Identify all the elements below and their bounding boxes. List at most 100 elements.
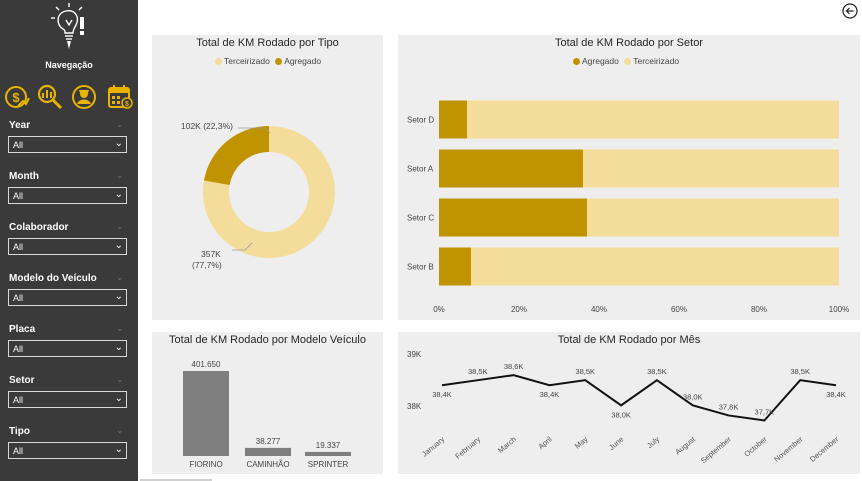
donut-slice-agregado[interactable] [204, 126, 269, 186]
driver-icon[interactable] [71, 84, 97, 110]
km-by-model-title: Total de KM Rodado por Modelo Veículo [169, 334, 366, 346]
data-label-terceirizado-pct: (77,7%) [192, 260, 222, 270]
filter-dropdown[interactable]: All ⌄ [8, 289, 127, 306]
filter-label: Colaborador [9, 222, 69, 233]
dropdown-arrow-icon: ⌄ [114, 393, 123, 404]
legend-agregado: Agregado [284, 56, 322, 66]
km-by-sector-legend: Agregado Terceirizado [570, 56, 679, 66]
data-label: 38,4K [540, 390, 560, 399]
x-tick-label: 40% [591, 305, 607, 314]
donut-slice-terceirizado[interactable] [203, 126, 335, 258]
bar-terceirizado-setor-d[interactable] [467, 100, 839, 139]
km-by-month-title: Total de KM Rodado por Mês [557, 334, 701, 346]
filter-label: Setor [9, 375, 35, 386]
data-label: 38,5K [468, 367, 488, 376]
y-tick-label: 39K [407, 350, 422, 359]
collapse-chevron-icon[interactable]: ⌄ [116, 374, 124, 384]
data-label: 19.337 [316, 441, 341, 450]
x-tick-label: July [645, 434, 661, 450]
x-tick-label: September [699, 434, 733, 465]
collapse-chevron-icon[interactable]: ⌄ [116, 170, 124, 180]
filter-dropdown[interactable]: All ⌄ [8, 442, 127, 459]
km-by-month-panel: Total de KM Rodado por Mês 39K 38K 38,4K Ja… [398, 332, 860, 474]
collapse-chevron-icon[interactable]: ⌄ [116, 323, 124, 333]
data-label: 38,0K [611, 410, 631, 419]
x-tick-label: 60% [671, 305, 687, 314]
filter-dropdown[interactable]: All ⌄ [8, 391, 127, 408]
filter-value: All [13, 293, 24, 303]
label-leader-line [232, 242, 253, 251]
bar-agregado-setor-b[interactable] [439, 247, 471, 286]
km-by-type-donut-chart: 102K (22,3%) 357K(77,7%) [181, 121, 335, 270]
bar-agregado-setor-a[interactable] [439, 149, 583, 188]
finance-icon[interactable]: $ [4, 84, 30, 110]
analytics-icon[interactable] [37, 84, 63, 110]
x-tick-label: June [607, 435, 625, 452]
filter-value: All [13, 395, 24, 405]
data-label: 38.277 [256, 437, 281, 446]
filter-value: All [13, 446, 24, 456]
x-tick-label: 80% [751, 305, 767, 314]
km-by-model-bar-chart: 401.650 FIORINO 38.277 CAMINHÃO 19.337 SPRINT… [183, 360, 351, 469]
sidebar: Navegação $ $ Year ⌄ All ⌄ Month ⌄ All ⌄ Colabor… [0, 0, 138, 481]
bar-agregado-setor-c[interactable] [439, 198, 587, 237]
legend-terceirizado: Terceirizado [633, 56, 680, 66]
filter-dropdown[interactable]: All ⌄ [8, 238, 127, 255]
legend-agregado: Agregado [582, 56, 619, 66]
x-tick-label: August [673, 434, 697, 456]
x-tick-label: November [772, 434, 805, 463]
label-leader-line [238, 127, 271, 134]
dropdown-arrow-icon: ⌄ [114, 444, 123, 455]
x-tick-label: October [742, 434, 769, 458]
collapse-chevron-icon[interactable]: ⌄ [116, 272, 124, 282]
svg-text:$: $ [12, 90, 20, 105]
km-line-series[interactable] [441, 374, 837, 422]
filter-label: Year [9, 120, 31, 131]
filter-value: All [13, 140, 24, 150]
bar-sprinter[interactable] [305, 451, 351, 456]
filter-value: All [13, 242, 24, 252]
bar-agregado-setor-d[interactable] [439, 100, 467, 139]
y-tick-label: 38K [407, 402, 422, 411]
x-tick-label: 20% [511, 305, 527, 314]
filter-dropdown[interactable]: All ⌄ [8, 187, 127, 204]
filter-dropdown[interactable]: All ⌄ [8, 340, 127, 357]
filter-value: All [13, 344, 24, 354]
x-tick-label: 100% [829, 305, 849, 314]
category-label: FIORINO [189, 460, 222, 469]
data-label: 38,5K [647, 367, 667, 376]
back-arrow-icon[interactable] [842, 3, 858, 19]
x-tick-label: March [496, 435, 518, 455]
bar-terceirizado-setor-b[interactable] [471, 247, 839, 286]
x-tick-label: December [808, 434, 841, 463]
collapse-chevron-icon[interactable]: ⌄ [116, 221, 124, 231]
svg-text:$: $ [125, 101, 129, 108]
x-tick-label: February [453, 434, 482, 460]
km-by-sector-bar-chart: Setor D Setor A Setor C Setor B 0% 20% 40% 60% 8… [407, 100, 849, 314]
collapse-chevron-icon[interactable]: ⌄ [116, 425, 124, 435]
bar-terceirizado-setor-c[interactable] [587, 198, 839, 237]
km-by-month-line-chart: 39K 38K 38,4K January 38,5K February 38,6K Marc… [407, 350, 846, 465]
x-tick-label: 0% [433, 305, 445, 314]
bar-fiorino[interactable] [183, 371, 229, 456]
dropdown-arrow-icon: ⌄ [114, 240, 123, 251]
calendar-money-icon[interactable]: $ [107, 84, 133, 110]
data-label: 37,8K [719, 402, 739, 411]
data-label: 401.650 [192, 360, 221, 369]
data-label: 38,4K [826, 390, 846, 399]
page-scrollbar[interactable] [140, 479, 212, 481]
filter-label: Modelo do Veículo [9, 273, 97, 284]
x-tick-label: January [420, 434, 446, 458]
data-label: 38,6K [504, 362, 524, 371]
category-label: Setor A [407, 165, 434, 174]
bar-terceirizado-setor-a[interactable] [583, 149, 839, 188]
bar-caminhão[interactable] [245, 447, 291, 456]
filter-label: Tipo [9, 426, 30, 437]
dropdown-arrow-icon: ⌄ [114, 189, 123, 200]
dropdown-arrow-icon: ⌄ [114, 342, 123, 353]
km-by-type-panel: Total de KM Rodado por Tipo Terceirizado… [152, 35, 383, 320]
filter-dropdown[interactable]: All ⌄ [8, 136, 127, 153]
lightbulb-logo-icon [51, 3, 84, 49]
collapse-chevron-icon[interactable]: ⌄ [116, 119, 124, 129]
legend-terceirizado: Terceirizado [224, 56, 270, 66]
